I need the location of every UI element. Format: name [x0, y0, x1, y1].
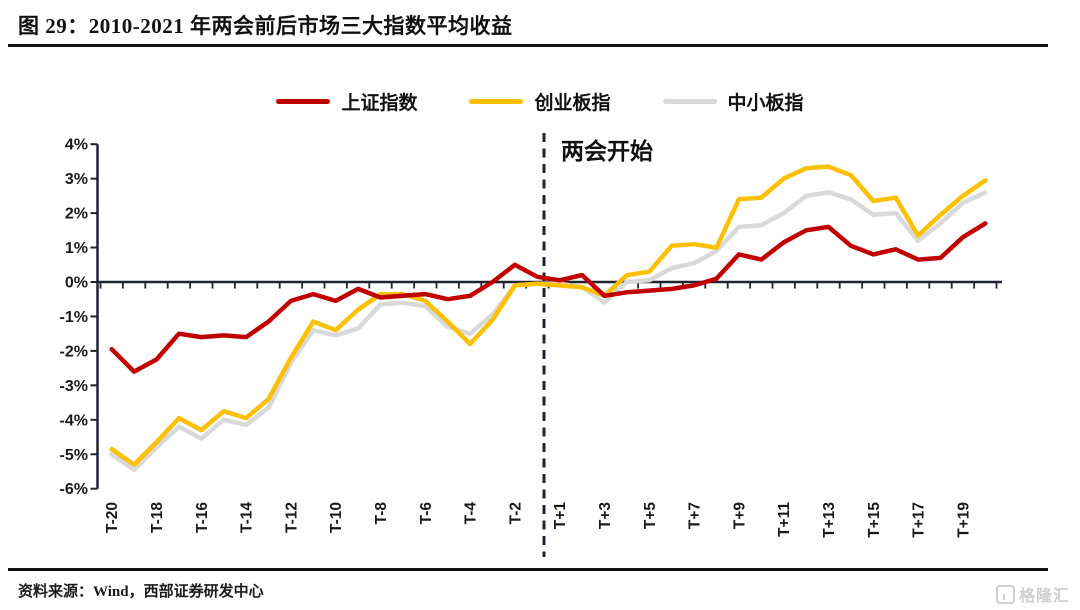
x-tick-label: T+3: [597, 502, 614, 530]
legend-swatch-chinext: [469, 99, 524, 104]
x-tick-label: T+9: [731, 502, 748, 530]
legend-item-sme: 中小板指: [662, 88, 804, 115]
x-tick-label: T+11: [776, 502, 793, 537]
x-tick-label: T+19: [955, 502, 972, 538]
x-tick-label: T+7: [687, 502, 704, 529]
source-note: 资料来源：Wind，西部证券研发中心: [18, 584, 264, 600]
x-tick-label: T-18: [149, 502, 166, 533]
y-tick-label: -3%: [60, 378, 88, 395]
x-tick-label: T-16: [194, 502, 211, 533]
x-tick-label: T+17: [911, 502, 928, 538]
event-annotation: 两会开始: [561, 138, 653, 164]
legend-label-chinext: 创业板指: [534, 93, 611, 114]
y-tick-label: 4%: [65, 137, 88, 154]
page-title: 图 29：2010-2021 年两会前后市场三大指数平均收益: [18, 14, 513, 38]
gelonghui-logo-icon: [995, 584, 1015, 604]
y-tick-label: -6%: [60, 481, 88, 498]
y-tick-label: -5%: [60, 447, 88, 464]
y-tick-label: 3%: [65, 171, 88, 188]
footer-divider: [8, 568, 1048, 571]
x-tick-label: T-10: [328, 502, 345, 533]
gelonghui-watermark: 格隆汇: [995, 582, 1070, 606]
y-tick-label: 1%: [65, 240, 88, 257]
y-tick-label: 2%: [65, 206, 88, 223]
x-tick-label: T+13: [821, 502, 838, 538]
x-tick-label: T-12: [283, 502, 300, 533]
x-tick-label: T+1: [552, 502, 569, 530]
y-tick-label: -2%: [60, 343, 88, 360]
x-tick-label: T-6: [418, 502, 435, 525]
y-tick-label: -4%: [60, 412, 88, 429]
series-line-创业板指: [109, 164, 988, 467]
x-tick-label: T-20: [104, 502, 121, 533]
y-tick-label: -1%: [60, 309, 88, 326]
y-tick-label: 0%: [65, 275, 88, 292]
x-tick-label: T-2: [507, 502, 524, 524]
x-tick-label: T-4: [463, 502, 480, 525]
x-tick-label: T+5: [642, 502, 659, 530]
series-line-中小板指: [109, 190, 988, 473]
legend-swatch-sse: [276, 99, 331, 104]
series-line-上证指数: [109, 221, 988, 374]
x-tick-label: T+15: [866, 502, 883, 538]
legend-label-sme: 中小板指: [727, 93, 804, 114]
chart-legend: 上证指数 创业板指 中小板指: [0, 88, 1080, 115]
legend-item-chinext: 创业板指: [469, 88, 611, 115]
legend-swatch-sme: [662, 99, 717, 104]
gelonghui-logo-text: 格隆汇: [1018, 588, 1070, 605]
title-divider: [8, 44, 1048, 47]
x-tick-label: T-8: [373, 502, 390, 525]
x-tick-label: T-14: [239, 502, 256, 533]
legend-item-sse: 上证指数: [276, 88, 417, 115]
legend-label-sse: 上证指数: [341, 93, 418, 114]
